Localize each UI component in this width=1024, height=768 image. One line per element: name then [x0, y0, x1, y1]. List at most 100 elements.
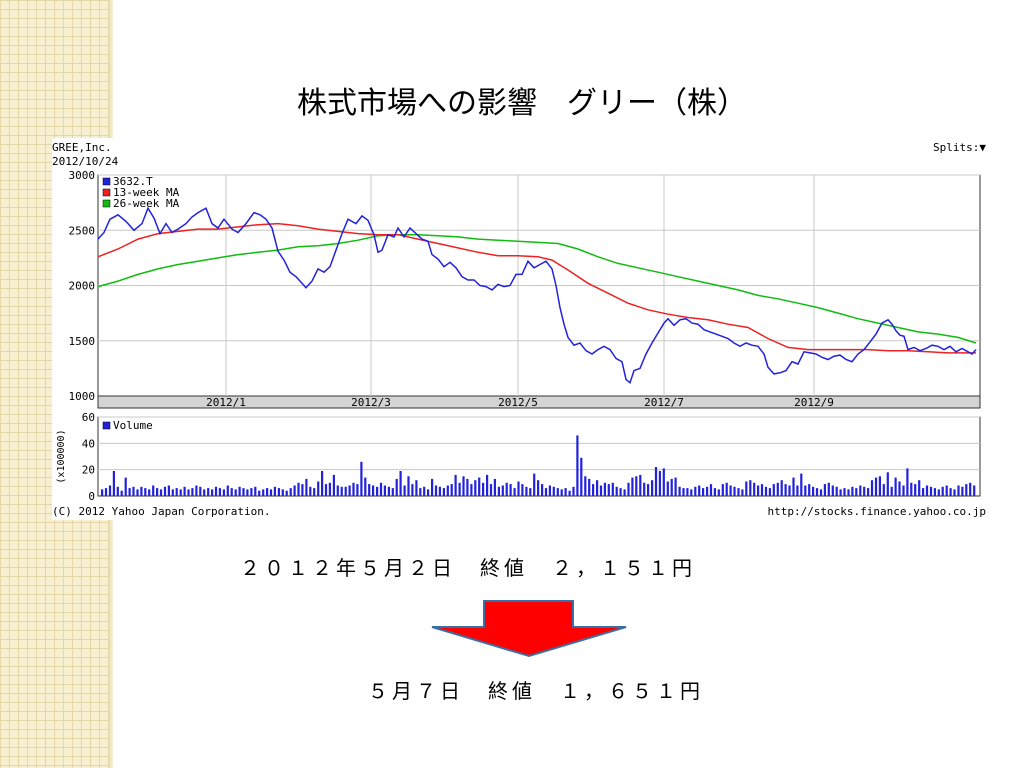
volume-bar — [281, 489, 284, 496]
volume-bar — [431, 478, 434, 496]
volume-bar — [851, 486, 854, 496]
volume-bar — [493, 478, 496, 496]
volume-bar — [796, 485, 799, 496]
volume-bar — [372, 485, 375, 496]
volume-bar — [910, 482, 913, 496]
chart-company: GREE,Inc. — [52, 141, 112, 154]
volume-bar — [501, 485, 504, 496]
volume-bar — [572, 486, 575, 496]
volume-bar — [902, 485, 905, 496]
volume-bar — [226, 485, 229, 496]
volume-bar — [376, 486, 379, 496]
volume-bar — [509, 484, 512, 496]
volume-bar — [415, 480, 418, 496]
volume-bar — [709, 484, 713, 496]
volume-bar — [576, 435, 579, 496]
volume-bar — [753, 482, 756, 496]
volume-y-tick-label: 0 — [88, 490, 95, 503]
volume-bar — [898, 481, 901, 496]
volume-bar — [918, 480, 921, 496]
volume-bar — [486, 474, 489, 496]
volume-bar — [379, 482, 383, 496]
volume-bar — [179, 489, 182, 496]
volume-bar — [666, 481, 669, 496]
volume-y-tick-label: 60 — [82, 411, 95, 424]
volume-bar — [800, 473, 803, 496]
volume-bar — [733, 486, 736, 496]
volume-bar — [101, 489, 104, 496]
stock-chart: GREE,Inc. 2012/10/24 Splits:▼ (C) 2012 Y… — [52, 138, 988, 520]
volume-bar — [246, 489, 249, 496]
volume-bar — [713, 488, 716, 496]
volume-bar — [647, 484, 650, 496]
volume-bar — [870, 480, 874, 496]
volume-bar — [191, 488, 194, 496]
price-y-tick-label: 3000 — [69, 169, 96, 182]
volume-bar — [945, 485, 948, 496]
volume-bar — [273, 486, 276, 496]
volume-bar — [925, 485, 929, 496]
volume-bar — [929, 486, 933, 496]
date-axis-label: 2012/3 — [351, 396, 391, 409]
chart-source-url[interactable]: http://stocks.finance.yahoo.co.jp — [767, 505, 986, 518]
volume-bar — [890, 486, 893, 496]
chart-copyright: (C) 2012 Yahoo Japan Corporation. — [52, 505, 271, 518]
volume-bar — [313, 488, 316, 496]
volume-bar — [317, 481, 320, 496]
volume-bar — [544, 488, 548, 496]
volume-bar — [328, 482, 331, 496]
volume-bar — [741, 489, 744, 496]
volume-y-axis-label: (x100000) — [56, 429, 67, 483]
volume-bar — [588, 478, 591, 496]
volume-bar — [552, 486, 555, 496]
volume-bar — [784, 484, 787, 496]
volume-bar — [458, 482, 461, 496]
volume-bar — [195, 485, 198, 496]
legend-label: 3632.T — [113, 175, 153, 188]
volume-bar — [293, 485, 296, 496]
volume-legend-label: Volume — [113, 419, 153, 432]
series-line-13-week-ma — [97, 222, 976, 354]
volume-bar — [128, 488, 131, 496]
legend-label: 26-week MA — [113, 197, 180, 210]
volume-bar — [674, 477, 677, 496]
volume-bar — [234, 489, 237, 496]
volume-bar — [356, 484, 359, 496]
volume-bar — [407, 476, 410, 497]
volume-bar — [639, 474, 642, 496]
volume-bar — [717, 489, 720, 496]
volume-bar — [831, 485, 834, 496]
volume-bar — [835, 486, 838, 496]
legend-swatch — [102, 188, 111, 197]
volume-bar — [340, 486, 343, 496]
volume-bar — [564, 488, 567, 496]
volume-bar — [434, 485, 438, 496]
volume-legend-swatch — [102, 421, 111, 430]
volume-bar — [242, 488, 245, 496]
volume-bar — [847, 489, 850, 496]
volume-bar — [949, 488, 952, 496]
volume-bar — [922, 488, 925, 496]
volume-bar — [611, 482, 614, 496]
volume-bar — [175, 488, 178, 496]
volume-bar — [827, 482, 830, 496]
volume-bar — [580, 457, 583, 496]
volume-bar — [745, 481, 748, 496]
volume-bar — [258, 490, 261, 496]
volume-bar — [277, 488, 280, 496]
volume-bar — [749, 480, 752, 496]
volume-bar — [941, 486, 944, 496]
volume-bar — [658, 471, 661, 496]
volume-bar — [702, 488, 705, 496]
volume-bar — [482, 482, 485, 496]
volume-bar — [466, 478, 469, 496]
splits-menu[interactable]: Splits:▼ — [933, 141, 986, 154]
volume-bar — [183, 486, 186, 496]
volume-bar — [654, 467, 658, 496]
volume-bar — [603, 482, 606, 496]
price-y-tick-label: 2500 — [69, 224, 96, 237]
volume-bar — [678, 486, 681, 496]
volume-bar — [643, 482, 646, 496]
volume-bar — [140, 486, 143, 496]
volume-bar — [788, 485, 791, 496]
